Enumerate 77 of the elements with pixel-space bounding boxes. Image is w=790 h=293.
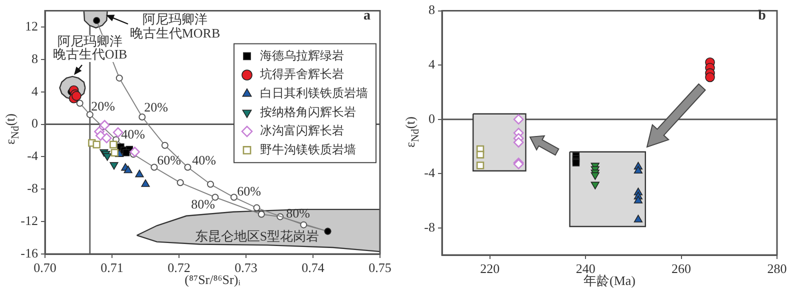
x-tick-label: 0.70 <box>34 260 56 276</box>
point <box>116 74 123 82</box>
point <box>86 111 94 118</box>
point <box>258 210 265 218</box>
annotation: 晚古生代MORB <box>130 25 220 40</box>
legend-label: 海德乌拉辉绿岩 <box>260 48 344 62</box>
point <box>476 162 484 170</box>
x-tick-label: 0.75 <box>368 260 392 276</box>
x-axis-title: 年龄(Ma) <box>584 273 636 290</box>
point <box>176 179 184 186</box>
y-tick-label: -4 <box>27 148 38 164</box>
annotation: 阿尼玛卿洋 <box>58 33 122 48</box>
legend-label: 按纳格角闪辉长岩 <box>260 104 356 119</box>
point <box>634 166 643 174</box>
point <box>300 221 308 228</box>
annotation: 80% <box>191 196 216 212</box>
annotation: 40% <box>192 152 216 168</box>
annotation: 东昆仑地区S型花岗岩 <box>194 228 320 244</box>
point <box>184 164 192 171</box>
y-tick-label: -4 <box>424 165 436 180</box>
point <box>76 100 84 107</box>
annotation: 60% <box>237 183 262 198</box>
x-tick-label: 220 <box>480 261 500 276</box>
point <box>206 180 214 188</box>
point <box>161 142 168 149</box>
point <box>590 172 600 180</box>
x-tick-label: 280 <box>767 261 787 276</box>
point <box>101 132 112 144</box>
point <box>110 162 118 170</box>
point <box>124 166 132 174</box>
y-tick-label: -8 <box>27 180 38 196</box>
point <box>513 114 524 124</box>
y-tick-label: 8 <box>32 50 38 66</box>
y-tick-label: -12 <box>20 212 38 228</box>
point <box>634 196 643 204</box>
point <box>230 194 238 201</box>
legend-label: 坑得弄舍辉长岩 <box>259 67 344 82</box>
point <box>92 140 100 148</box>
point <box>103 153 112 161</box>
point <box>110 148 119 156</box>
point <box>122 149 130 156</box>
annotation: 晚古生代OIB <box>52 46 128 62</box>
point <box>141 179 150 187</box>
y-tick-label: -8 <box>424 219 435 234</box>
y-tick-label: 0 <box>32 116 38 131</box>
annotation: 阿尼玛卿洋 <box>142 11 208 26</box>
point <box>253 204 260 212</box>
point <box>150 164 158 171</box>
annotation: b <box>758 8 766 24</box>
point <box>130 146 140 158</box>
point <box>138 114 146 120</box>
point <box>212 194 219 201</box>
x-tick-label: 0.74 <box>302 260 325 276</box>
y-tick-label: -16 <box>20 245 38 260</box>
point <box>135 170 144 178</box>
annotation: 60% <box>157 152 182 168</box>
point <box>705 72 715 82</box>
legend-label: 冰沟富闪辉长岩 <box>260 124 344 138</box>
y-tick-label: 8 <box>428 2 435 18</box>
annotation: 40% <box>121 126 146 142</box>
point <box>110 140 118 148</box>
legend-label: 野牛沟镁铁质岩墙 <box>260 142 356 156</box>
point <box>99 120 110 130</box>
legend-label: 白日其利镁铁质岩墙 <box>260 86 368 100</box>
point <box>476 150 484 158</box>
y-tick-label: 4 <box>428 56 436 72</box>
point <box>590 182 600 190</box>
y-tick-label: 12 <box>25 18 38 34</box>
x-tick-label: 0.71 <box>100 260 124 276</box>
point <box>634 214 643 222</box>
annotation: a <box>364 8 370 24</box>
annotation: 20% <box>91 98 116 114</box>
y-tick-label: 4 <box>32 83 38 98</box>
point <box>513 137 524 148</box>
x-tick-label: 260 <box>672 261 692 276</box>
y-tick-label: 0 <box>428 110 435 126</box>
annotation: 20% <box>144 99 168 114</box>
